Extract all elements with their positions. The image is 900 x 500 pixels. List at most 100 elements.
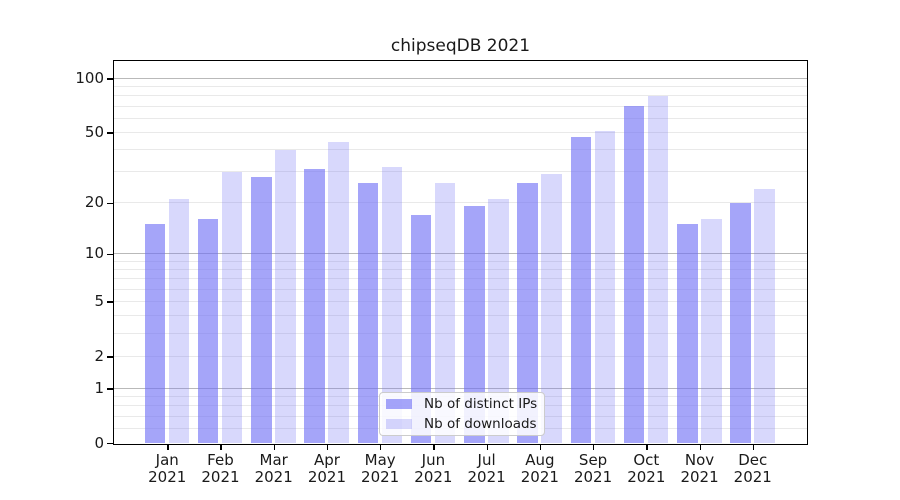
gridline-minor: [114, 105, 807, 107]
bar-distinct-ips: [197, 219, 219, 443]
x-tick-year: 2021: [520, 467, 559, 486]
y-tick-label: 50: [84, 122, 104, 141]
bar-distinct-ips: [357, 182, 379, 443]
bar-downloads: [275, 149, 296, 443]
x-tick-label: Oct 2021: [614, 452, 678, 485]
gridline-minor: [114, 315, 807, 317]
x-tick-mark: [433, 445, 435, 450]
x-tick-month: Feb: [207, 451, 234, 469]
legend-item-distinct-ips: Nb of distinct IPs: [386, 396, 544, 412]
gridline-minor: [114, 260, 807, 262]
gridline-minor: [114, 117, 807, 119]
x-tick-label: Dec 2021: [721, 452, 785, 485]
gridline-minor: [114, 202, 807, 204]
gridline-minor: [114, 149, 807, 151]
gridline-major: [114, 387, 807, 389]
x-tick-mark: [486, 445, 488, 450]
gridline-minor: [114, 86, 807, 88]
gridline-minor: [114, 333, 807, 334]
bar-downloads: [168, 198, 190, 443]
bar-downloads: [488, 198, 509, 443]
bar-downloads: [434, 182, 456, 443]
x-tick-mark: [593, 445, 595, 450]
bar-downloads: [541, 174, 562, 443]
y-tick-mark: [107, 356, 113, 358]
gridline-major: [114, 253, 807, 255]
gridline-minor: [114, 95, 807, 97]
y-tick-mark: [107, 202, 113, 204]
x-tick-year: 2021: [307, 467, 347, 486]
bar-downloads: [701, 219, 722, 443]
y-tick-label: 100: [75, 68, 104, 87]
x-tick-mark: [539, 445, 542, 450]
x-tick-month: Mar: [259, 451, 288, 469]
x-tick-month: Sep: [578, 451, 608, 469]
x-tick-month: Nov: [684, 451, 715, 469]
x-tick-year: 2021: [414, 467, 453, 486]
legend-label-distinct-ips: Nb of distinct IPs: [424, 396, 538, 412]
x-tick-month: Apr: [313, 451, 340, 469]
chart-title: chipseqDB 2021: [390, 36, 531, 56]
legend-swatch-distinct-ips: [386, 399, 412, 409]
bar-downloads: [594, 130, 616, 443]
gridline-minor: [114, 131, 807, 133]
x-tick-mark: [167, 445, 169, 450]
x-tick-mark: [220, 445, 222, 450]
y-tick-mark: [107, 388, 113, 390]
bar-downloads: [328, 142, 349, 443]
x-tick-month: Dec: [738, 451, 768, 469]
x-tick-month: Aug: [525, 451, 555, 469]
gridline-minor: [114, 278, 807, 280]
x-tick-mark: [646, 445, 648, 450]
x-tick-label: Sep 2021: [561, 452, 625, 485]
bar-downloads: [754, 188, 775, 443]
gridline-minor: [114, 355, 807, 357]
bar-distinct-ips: [570, 137, 592, 443]
x-tick-month: Jul: [477, 451, 496, 469]
x-tick-year: 2021: [467, 467, 506, 486]
x-tick-label: Jan 2021: [135, 452, 199, 485]
x-tick-month: Jun: [421, 451, 446, 469]
x-tick-mark: [273, 445, 275, 450]
bar-downloads: [221, 171, 243, 443]
x-tick-month: Oct: [633, 451, 660, 469]
x-tick-mark: [752, 445, 755, 450]
x-tick-year: 2021: [361, 467, 400, 486]
x-tick-year: 2021: [573, 467, 613, 486]
x-tick-label: Aug 2021: [508, 452, 572, 485]
x-tick-year: 2021: [733, 467, 772, 486]
x-tick-month: May: [364, 451, 396, 469]
gridline-minor: [114, 288, 807, 290]
x-tick-year: 2021: [254, 467, 293, 486]
y-tick-mark: [107, 132, 113, 134]
bar-downloads: [647, 95, 669, 443]
x-tick-label: Apr 2021: [295, 452, 359, 485]
x-tick-month: Jan: [155, 451, 179, 469]
x-tick-mark: [699, 445, 701, 450]
y-tick-label: 20: [84, 193, 104, 212]
x-tick-label: Feb 2021: [188, 452, 252, 485]
y-tick-mark: [107, 253, 113, 255]
y-tick-label: 0: [94, 433, 104, 452]
bar-downloads: [381, 166, 403, 443]
bar-distinct-ips: [464, 206, 485, 443]
gridline-minor: [114, 268, 807, 270]
y-tick-label: 2: [94, 346, 104, 365]
bar-distinct-ips: [730, 202, 751, 443]
bar-distinct-ips: [304, 169, 325, 443]
y-tick-mark: [107, 78, 113, 80]
bar-distinct-ips: [144, 224, 166, 443]
x-tick-label: Nov 2021: [668, 452, 732, 485]
y-tick-label: 5: [94, 291, 104, 310]
y-tick-label: 10: [84, 244, 104, 263]
legend: Nb of distinct IPs Nb of downloads: [379, 392, 545, 436]
x-tick-mark: [326, 445, 329, 450]
plot-area: [113, 60, 808, 445]
gridline-minor: [114, 171, 807, 173]
y-tick-mark: [107, 443, 113, 445]
x-tick-year: 2021: [680, 467, 719, 486]
bar-distinct-ips: [410, 214, 432, 443]
y-tick-label: 1: [94, 378, 104, 397]
x-tick-label: May 2021: [348, 452, 412, 485]
